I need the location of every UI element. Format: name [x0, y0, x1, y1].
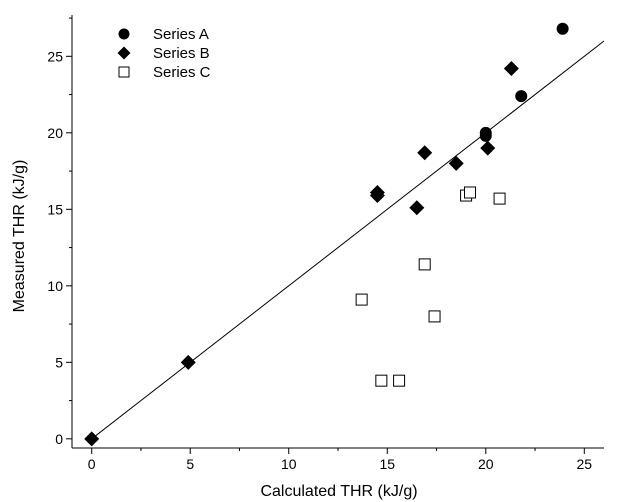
x-tick-label-20: 20 — [478, 456, 494, 472]
data-point-series-b-8 — [480, 140, 496, 156]
data-point-series-c-8 — [493, 192, 506, 205]
x-axis-title: Calculated THR (kJ/g) — [260, 483, 417, 500]
y-tick-label-5: 5 — [55, 354, 63, 370]
legend-marker-series-b — [117, 46, 131, 60]
data-point-series-c-7 — [464, 186, 477, 199]
data-point-series-c-3 — [393, 374, 406, 387]
data-point-series-b-6 — [417, 145, 433, 161]
y-tick-label-0: 0 — [55, 431, 63, 447]
x-tick-label-15: 15 — [379, 456, 395, 472]
y-tick-label-25: 25 — [47, 48, 63, 64]
legend-marker-series-c — [118, 66, 130, 78]
legend-label-series-c: Series C — [153, 64, 211, 81]
y-tick-label-10: 10 — [47, 278, 63, 294]
y-tick-label-20: 20 — [47, 125, 63, 141]
data-point-series-b-1 — [84, 431, 100, 447]
legend-marker-series-a — [118, 28, 130, 40]
data-point-series-b-5 — [409, 200, 425, 216]
data-point-series-c-5 — [428, 310, 441, 323]
x-tick-label-25: 25 — [577, 456, 593, 472]
legend-label-series-b: Series B — [153, 45, 210, 62]
axes-layer: 0 5 10 15 20 25 0 5 10 15 20 25 — [47, 15, 604, 472]
data-point-series-b-4 — [369, 188, 385, 204]
data-point-series-c-2 — [375, 374, 388, 387]
data-point-series-b-9 — [503, 61, 519, 77]
legend: Series A Series B Series C — [117, 26, 211, 81]
data-point-series-a-2 — [479, 129, 492, 142]
data-point-series-a-4 — [556, 22, 569, 35]
data-point-series-b-7 — [448, 155, 464, 171]
x-tick-label-0: 0 — [88, 456, 96, 472]
data-point-series-b-2 — [180, 354, 196, 370]
y-tick-label-15: 15 — [47, 201, 63, 217]
y-axis-title: Measured THR (kJ/g) — [11, 160, 28, 313]
marks-layer — [84, 22, 569, 447]
legend-label-series-a: Series A — [153, 26, 209, 43]
x-tick-label-5: 5 — [186, 456, 194, 472]
data-point-series-c-1 — [355, 293, 368, 306]
reference-line — [91, 40, 604, 440]
plot-layer — [91, 40, 604, 440]
data-point-series-a-3 — [515, 90, 528, 103]
data-point-series-c-4 — [418, 258, 431, 271]
x-tick-label-10: 10 — [281, 456, 297, 472]
